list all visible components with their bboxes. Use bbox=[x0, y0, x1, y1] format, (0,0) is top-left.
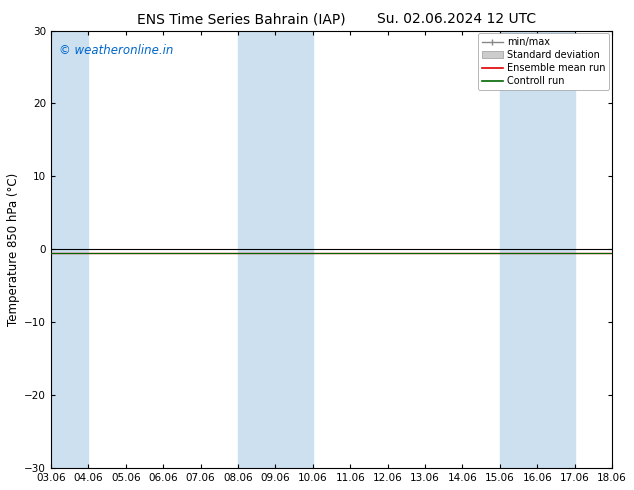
Y-axis label: Temperature 850 hPa (°C): Temperature 850 hPa (°C) bbox=[7, 173, 20, 326]
Bar bbox=[238, 30, 313, 468]
Bar bbox=[500, 30, 575, 468]
Text: ENS Time Series Bahrain (IAP): ENS Time Series Bahrain (IAP) bbox=[136, 12, 346, 26]
Bar bbox=[51, 30, 88, 468]
Text: © weatheronline.in: © weatheronline.in bbox=[59, 44, 174, 57]
Legend: min/max, Standard deviation, Ensemble mean run, Controll run: min/max, Standard deviation, Ensemble me… bbox=[477, 33, 609, 90]
Text: Su. 02.06.2024 12 UTC: Su. 02.06.2024 12 UTC bbox=[377, 12, 536, 26]
